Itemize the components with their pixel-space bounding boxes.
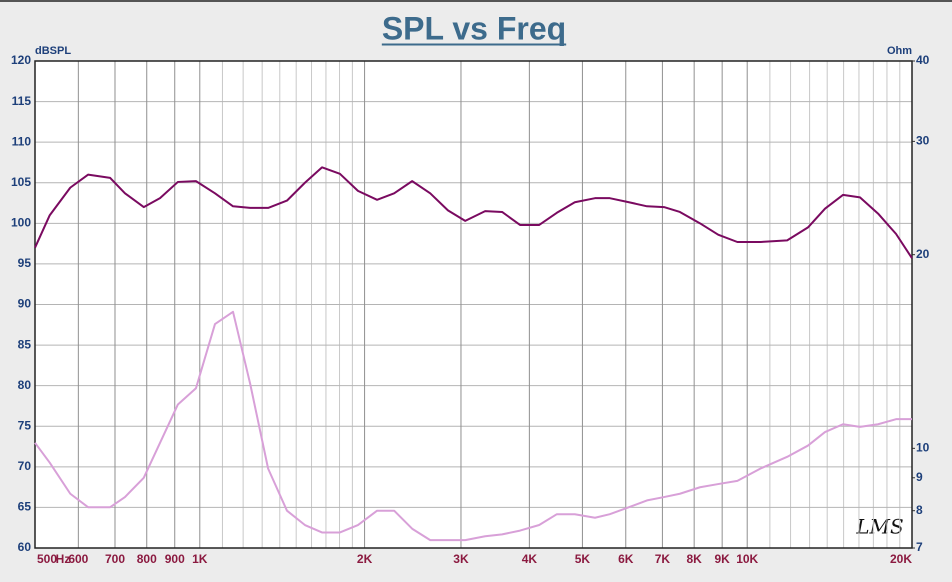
y2-tick-label: 8: [916, 503, 923, 517]
impedance-line: [34, 310, 912, 542]
x-tick-label: 7K: [655, 552, 671, 566]
y-tick-label: 75: [18, 418, 32, 432]
y2-tick-label: 40: [916, 53, 930, 67]
x-tick-label: 10K: [736, 552, 758, 566]
y-tick-label: 70: [18, 459, 32, 473]
x-tick-label: 6K: [618, 552, 634, 566]
y-axis-label: dBSPL: [35, 45, 71, 57]
x-tick-label: 9K: [714, 552, 730, 566]
x-tick-label: 500: [37, 552, 57, 566]
x-tick-label: 700: [105, 552, 125, 566]
y2-tick-label: 10: [916, 441, 930, 455]
watermark: LMS: [855, 515, 903, 539]
x-axis-label: Hz: [56, 552, 71, 566]
x-tick-label: 20K: [890, 552, 912, 566]
y-tick-label: 105: [11, 175, 31, 189]
y2-tick-label: 30: [916, 134, 930, 148]
plot-border: [34, 60, 913, 549]
x-tick-label: 4K: [522, 552, 538, 566]
x-tick-label: 5K: [575, 552, 591, 566]
x-tick-label: 3K: [453, 552, 469, 566]
x-tick-label: 8K: [686, 552, 702, 566]
y-tick-label: 100: [11, 216, 31, 230]
y-tick-label: 85: [18, 337, 32, 351]
y-tick-label: 95: [18, 256, 32, 270]
y-tick-label: 80: [18, 378, 32, 392]
y-tick-label: 60: [18, 540, 32, 554]
x-tick-label: 900: [165, 552, 185, 566]
spl-line: [34, 166, 913, 259]
x-tick-label: 800: [137, 552, 157, 566]
y-tick-label: 90: [18, 297, 32, 311]
y2-tick-label: 9: [916, 470, 923, 484]
y-tick-label: 110: [12, 134, 32, 148]
y-tick-label: 115: [12, 94, 32, 108]
x-tick-label: 2K: [357, 552, 373, 566]
x-tick-label: 1K: [192, 552, 208, 566]
y-tick-label: 120: [11, 53, 31, 67]
y2-axis-label: Ohm: [887, 45, 912, 57]
y2-tick-label: 20: [916, 247, 930, 261]
y2-tick-label: 7: [916, 540, 923, 554]
chart-title: SPL vs Freq: [382, 10, 566, 46]
x-tick-label: 600: [68, 552, 88, 566]
y-tick-label: 65: [18, 500, 32, 514]
